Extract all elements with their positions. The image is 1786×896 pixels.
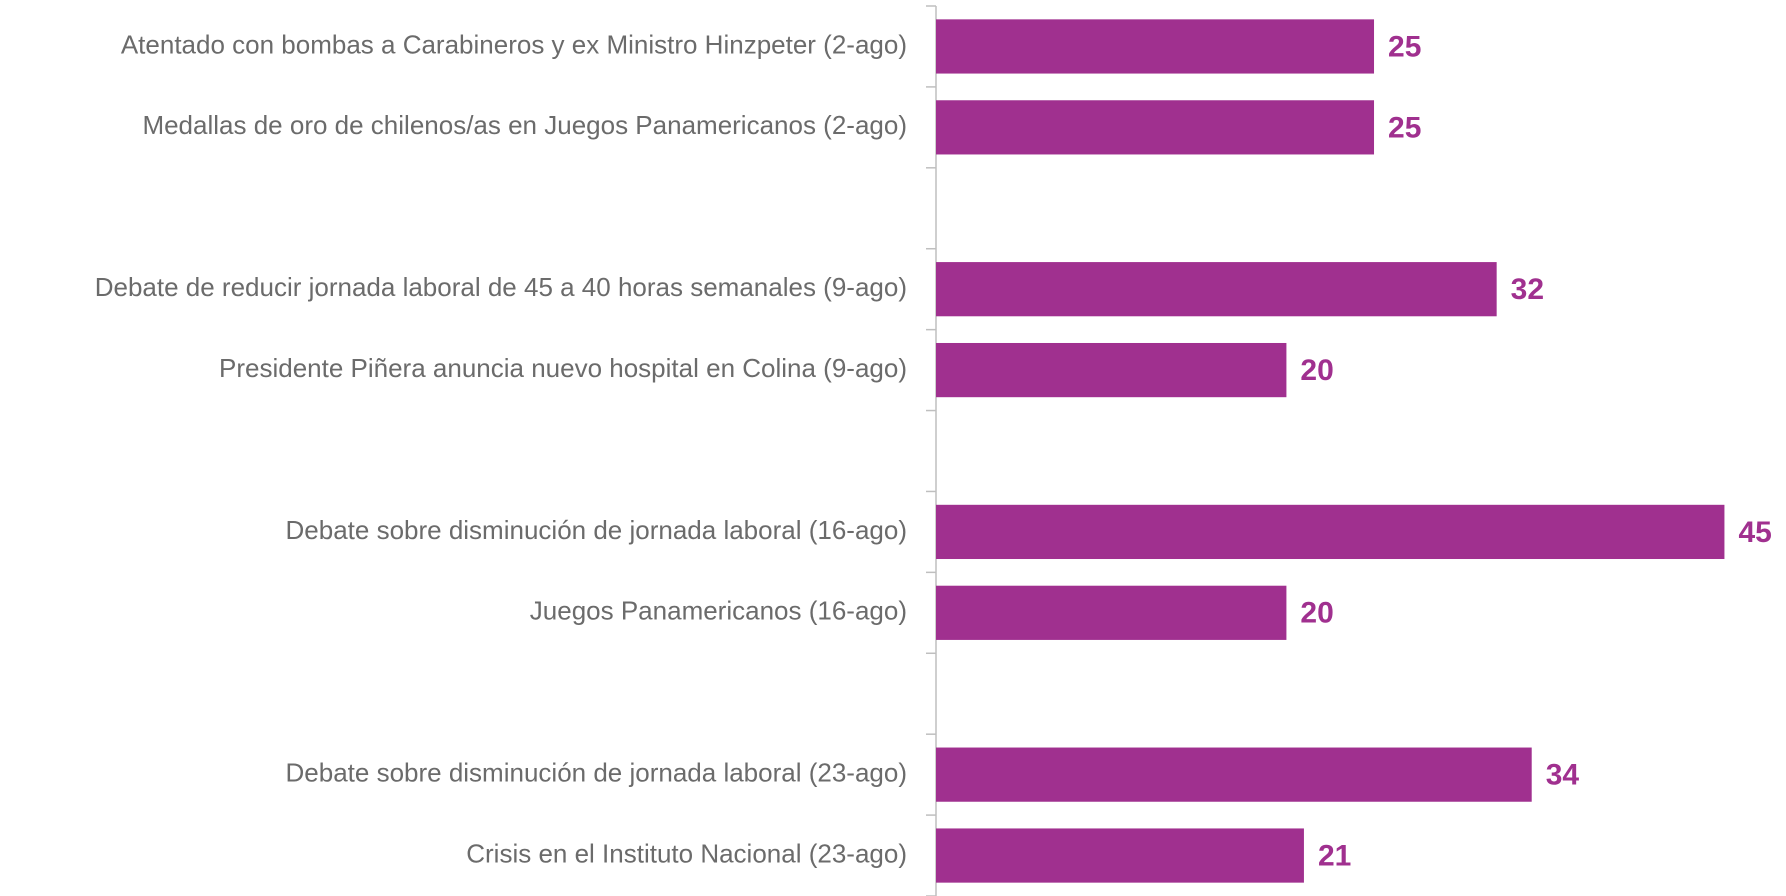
bar [936, 100, 1375, 155]
value-label: 25 [1388, 111, 1421, 144]
value-label: 25 [1388, 30, 1421, 63]
category-label: Debate de reducir jornada laboral de 45 … [95, 272, 907, 302]
value-label: 32 [1511, 273, 1544, 306]
bar [936, 747, 1532, 802]
value-label: 20 [1300, 597, 1333, 630]
category-label: Crisis en el Instituto Nacional (23-ago) [466, 838, 907, 868]
value-label: 45 [1738, 516, 1771, 549]
category-label: Juegos Panamericanos (16-ago) [530, 596, 907, 626]
value-label: 34 [1546, 759, 1580, 792]
bar [936, 585, 1287, 640]
bar [936, 19, 1375, 74]
category-label: Atentado con bombas a Carabineros y ex M… [121, 29, 907, 59]
bar [936, 262, 1497, 317]
value-label: 21 [1318, 839, 1351, 872]
bar [936, 342, 1287, 398]
category-label: Debate sobre disminución de jornada labo… [286, 758, 908, 788]
value-label: 20 [1300, 354, 1333, 387]
category-label: Medallas de oro de chilenos/as en Juegos… [142, 110, 907, 140]
category-label: Debate sobre disminución de jornada labo… [286, 515, 908, 545]
bar [936, 828, 1304, 883]
bar [936, 504, 1725, 560]
category-label: Presidente Piñera anuncia nuevo hospital… [219, 353, 907, 383]
